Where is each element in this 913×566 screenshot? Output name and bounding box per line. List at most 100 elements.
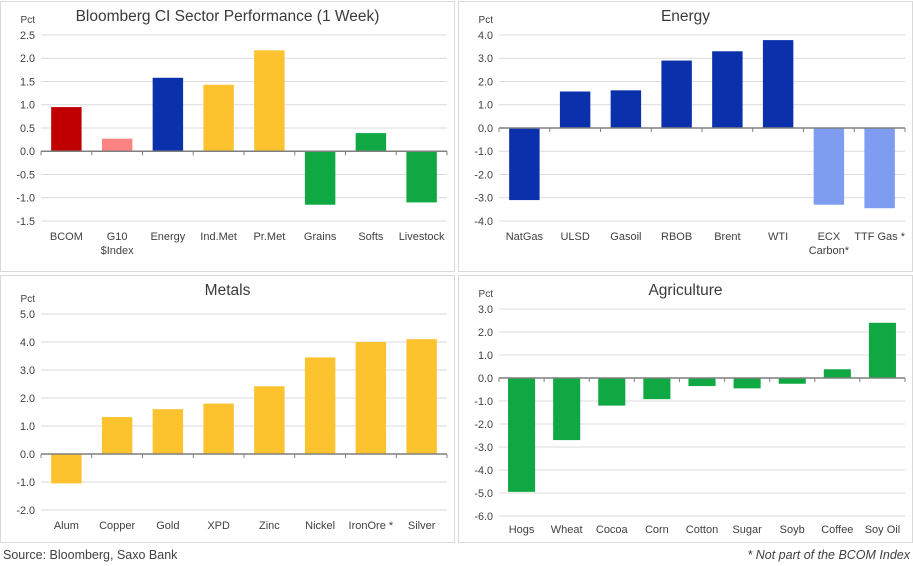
y-tick-label: -5.0: [474, 488, 493, 500]
footnote-text: * Not part of the BCOM Index: [747, 548, 910, 562]
x-tick-label: Sugar: [732, 524, 762, 536]
panel-metals: Metals Pct 5.0 4.0 3.0 2.0 1.0 0.0 -1.0 -2.0 Alum C…: [0, 275, 455, 543]
bar-ecx-carbon-: [813, 128, 845, 205]
x-tick-label: Nickel: [305, 520, 335, 532]
bar-wti: [762, 40, 794, 128]
x-tick-label: Silver: [408, 520, 436, 532]
y-tick-label: 2.0: [478, 76, 493, 88]
y-tick-label: 2.0: [478, 327, 493, 339]
x-tick-label: ULSD: [560, 231, 589, 243]
bar-ulsd: [559, 91, 591, 128]
x-tick-label: NatGas: [506, 231, 544, 243]
bar-livestock: [406, 151, 437, 203]
y-tick-label: 1.0: [478, 100, 493, 112]
y-axis-unit-label: Pct: [479, 289, 494, 300]
x-tick-label: Gasoil: [610, 231, 641, 243]
chart-title: Metals: [205, 282, 251, 299]
y-tick-label: -1.0: [474, 146, 493, 158]
x-tick-label: Cocoa: [596, 524, 629, 536]
sector-performance-chart: Bloomberg CI Sector Performance (1 Week)…: [16, 8, 448, 257]
y-tick-label: 1.5: [20, 76, 35, 88]
y-tick-label: -4.0: [474, 216, 493, 228]
agriculture-chart: Agriculture Pct 3.0 2.0 1.0 0.0 -1.0 -2.0 -3.0 -4…: [474, 282, 906, 536]
x-tick-label: RBOB: [661, 231, 692, 243]
x-tick-label: Grains: [304, 231, 337, 243]
bar-alum: [51, 454, 82, 484]
panel-energy: Energy Pct 4.0 3.0 2.0 1.0 0.0 -1.0 -2.0 -3.0 -4.0…: [458, 1, 913, 272]
x-tick-label: TTF Gas *: [854, 231, 905, 243]
y-tick-label: -2.0: [474, 419, 493, 431]
y-axis-unit-label: Pct: [21, 294, 36, 305]
y-tick-label: -4.0: [474, 465, 493, 477]
x-tick-label: WTI: [768, 231, 788, 243]
y-tick-label: 0.0: [478, 373, 493, 385]
energy-chart: Energy Pct 4.0 3.0 2.0 1.0 0.0 -1.0 -2.0 -3.0 -4.0…: [474, 8, 905, 257]
panel-sector-performance: Bloomberg CI Sector Performance (1 Week)…: [0, 1, 455, 272]
y-tick-label: 0.0: [20, 146, 35, 158]
bar-ttf-gas-: [864, 128, 895, 209]
y-tick-label: -1.5: [16, 216, 35, 228]
bar-softs: [355, 133, 387, 152]
x-tick-label: G10: [107, 231, 128, 243]
x-tick-label: Zinc: [259, 520, 280, 532]
y-tick-label: -2.0: [474, 169, 493, 181]
bar-xpd: [203, 403, 234, 454]
y-tick-label: 2.0: [20, 53, 35, 65]
x-tick-label: Softs: [358, 231, 384, 243]
y-tick-label: 0.0: [478, 123, 493, 135]
chart-title: Agriculture: [648, 282, 722, 299]
bar-gasoil: [610, 90, 642, 128]
chart-title: Energy: [661, 8, 710, 25]
x-tick-label: Wheat: [551, 524, 583, 536]
y-axis-unit-label: Pct: [479, 15, 494, 26]
bar-corn: [643, 378, 671, 400]
y-tick-label: 4.0: [20, 337, 35, 349]
x-tick-label: IronOre *: [349, 520, 394, 532]
bar-ind-met: [203, 84, 234, 152]
y-tick-label: -1.0: [16, 193, 35, 205]
x-tick-label: $Index: [101, 245, 135, 257]
y-tick-label: 3.0: [20, 365, 35, 377]
footer: Source: Bloomberg, Saxo Bank * Not part …: [0, 543, 913, 565]
bar-coffee: [823, 369, 851, 378]
y-tick-label: -6.0: [474, 511, 493, 523]
y-tick-label: 5.0: [20, 309, 35, 321]
bar-energy: [152, 77, 184, 152]
chart-grid: Bloomberg CI Sector Performance (1 Week)…: [0, 1, 913, 543]
bar-silver: [406, 339, 437, 454]
chart-title: Bloomberg CI Sector Performance (1 Week): [76, 8, 380, 25]
y-tick-label: 3.0: [478, 53, 493, 65]
bar-gold: [152, 409, 184, 454]
x-tick-label: ECX: [818, 231, 841, 243]
bar-sugar: [733, 378, 761, 389]
y-axis-unit-label: Pct: [21, 15, 36, 26]
bar-g10-index: [101, 138, 133, 152]
y-tick-label: -1.0: [474, 396, 493, 408]
bar-ironore-: [355, 342, 387, 454]
x-tick-label: Soyb: [780, 524, 805, 536]
y-tick-label: 1.0: [20, 421, 35, 433]
bar-pr-met: [254, 50, 285, 152]
bar-soy-oil: [868, 322, 896, 378]
x-tick-label: Soy Oil: [865, 524, 900, 536]
y-tick-label: 1.0: [20, 100, 35, 112]
bar-grains: [304, 151, 336, 205]
y-tick-label: 0.0: [20, 449, 35, 461]
bar-rbob: [661, 60, 692, 129]
y-tick-label: -1.0: [16, 477, 35, 489]
y-tick-label: 4.0: [478, 30, 493, 42]
y-tick-label: 2.5: [20, 30, 35, 42]
y-tick-label: -3.0: [474, 442, 493, 454]
bar-cocoa: [598, 378, 626, 406]
x-tick-label: Livestock: [399, 231, 445, 243]
bar-soyb: [778, 378, 806, 384]
x-tick-label: Brent: [714, 231, 740, 243]
y-tick-label: -0.5: [16, 169, 35, 181]
x-tick-label: Coffee: [821, 524, 853, 536]
metals-chart: Metals Pct 5.0 4.0 3.0 2.0 1.0 0.0 -1.0 -2.0 Alum C…: [16, 282, 448, 532]
y-tick-label: -2.0: [16, 505, 35, 517]
bar-cotton: [688, 378, 716, 387]
bar-natgas: [509, 128, 540, 201]
x-tick-label: BCOM: [50, 231, 83, 243]
